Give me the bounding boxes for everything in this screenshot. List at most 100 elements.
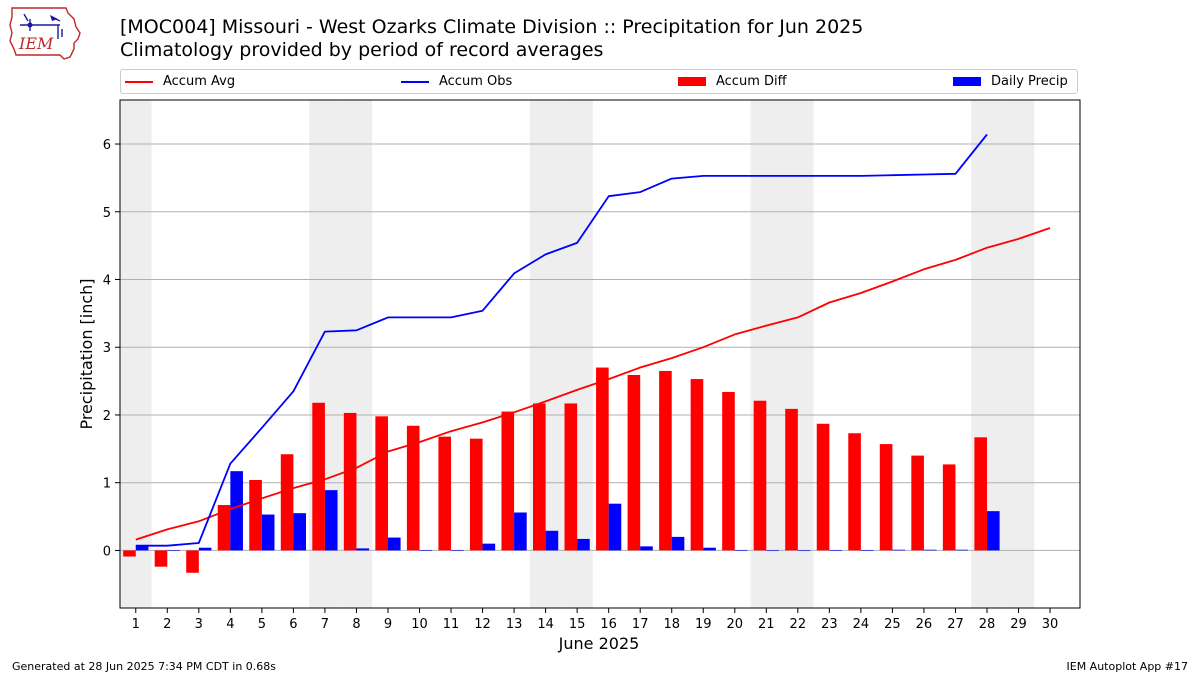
- daily-precip-bar: [324, 490, 338, 551]
- daily-precip-bar: [198, 547, 212, 551]
- accum-diff-bar: [785, 408, 798, 551]
- legend-label: Accum Avg: [163, 74, 236, 89]
- app-footer: IEM Autoplot App #17: [1066, 660, 1189, 673]
- daily-precip-bar: [986, 511, 1000, 551]
- daily-precip-bar: [293, 513, 307, 551]
- x-tick-label: 29: [1010, 617, 1027, 632]
- y-tick-label: 5: [103, 206, 111, 221]
- accum-diff-bar: [280, 454, 294, 551]
- x-axis-label: June 2025: [558, 634, 640, 653]
- legend-item-daily-precip: Daily Precip: [953, 74, 1068, 89]
- legend-item-accum-obs: Accum Obs: [401, 74, 512, 89]
- y-tick-label: 3: [103, 341, 111, 356]
- accum-diff-bar: [974, 437, 987, 551]
- chart-title: [MOC004] Missouri - West Ozarks Climate …: [120, 16, 864, 38]
- daily-precip-bar: [577, 538, 590, 551]
- x-tick-label: 3: [195, 617, 203, 632]
- daily-precip-bar: [734, 550, 748, 552]
- daily-precip-bar: [703, 547, 716, 551]
- daily-precip-bar: [419, 550, 433, 552]
- accum-diff-bar: [942, 464, 956, 551]
- x-tick-label: 12: [474, 617, 491, 632]
- accum-diff-bar: [469, 438, 483, 551]
- accum-obs-line: [135, 133, 988, 547]
- x-tick-label: 15: [569, 617, 586, 632]
- daily-precip-bar: [923, 549, 937, 551]
- x-tick-label: 25: [884, 617, 901, 632]
- weekend-shade: [120, 100, 152, 608]
- y-tick-label: 1: [103, 477, 111, 492]
- daily-precip-bar: [387, 537, 401, 551]
- daily-precip-bar: [829, 550, 842, 552]
- daily-precip-bar: [451, 550, 464, 552]
- x-tick-label: 14: [537, 617, 554, 632]
- accum-diff-bar: [848, 433, 861, 551]
- x-tick-label: 27: [947, 617, 964, 632]
- legend-swatch: [678, 77, 706, 86]
- x-tick-label: 21: [758, 617, 775, 632]
- chart-title-block: [MOC004] Missouri - West Ozarks Climate …: [120, 16, 863, 62]
- x-tick-label: 4: [226, 617, 234, 632]
- x-tick-label: 18: [663, 617, 680, 632]
- legend-swatch: [125, 80, 153, 83]
- accum-diff-bar: [596, 367, 609, 551]
- daily-precip-bar: [608, 503, 622, 551]
- daily-precip-bar: [892, 549, 906, 551]
- accum-diff-bar: [438, 436, 452, 551]
- accum-diff-bar: [186, 550, 199, 573]
- iem-logo: IEM: [9, 7, 81, 60]
- x-tick-label: 30: [1042, 617, 1059, 632]
- daily-precip-bar: [860, 550, 874, 552]
- daily-precip-bar: [797, 550, 811, 552]
- accum-diff-bar: [911, 455, 924, 551]
- y-tick-label: 2: [103, 409, 111, 424]
- x-tick-label: 26: [916, 617, 933, 632]
- accum-diff-bar: [879, 444, 893, 551]
- accum-diff-bar: [564, 403, 578, 551]
- chart-legend: Accum Avg Accum Obs Accum Diff Daily Pre…: [120, 69, 1078, 94]
- accum-diff-bar: [123, 550, 136, 557]
- daily-precip-bar: [167, 550, 180, 552]
- daily-precip-bar: [135, 545, 149, 551]
- daily-precip-bar: [514, 512, 527, 551]
- x-tick-label: 1: [132, 617, 140, 632]
- y-tick-label: 6: [103, 138, 111, 153]
- y-tick-label: 4: [103, 273, 111, 288]
- accum-diff-bar: [533, 403, 546, 551]
- x-tick-label: 8: [352, 617, 360, 632]
- accum-diff-bar: [753, 400, 767, 551]
- x-tick-label: 7: [321, 617, 329, 632]
- legend-swatch: [401, 80, 429, 83]
- daily-precip-bar: [261, 514, 275, 551]
- plot-frame: [119, 99, 1081, 609]
- x-tick-label: 13: [506, 617, 523, 632]
- daily-precip-bar: [640, 546, 653, 551]
- daily-precip-bar: [671, 536, 685, 551]
- accum-diff-bar: [312, 402, 325, 551]
- accum-diff-bar: [627, 374, 641, 551]
- x-tick-label: 9: [384, 617, 392, 632]
- chart-subtitle: Climatology provided by period of record…: [120, 39, 604, 61]
- daily-precip-bar: [545, 530, 559, 551]
- x-tick-label: 5: [258, 617, 266, 632]
- daily-precip-bar: [955, 549, 969, 551]
- x-tick-label: 2: [163, 617, 171, 632]
- x-tick-label: 28: [979, 617, 996, 632]
- x-tick-label: 17: [632, 617, 649, 632]
- x-tick-label: 23: [821, 617, 838, 632]
- weekend-shade: [1002, 100, 1035, 608]
- y-tick-label: 0: [103, 544, 111, 559]
- y-axis-label: Precipitation [inch]: [77, 278, 96, 429]
- legend-label: Accum Obs: [439, 74, 513, 89]
- accum-diff-bar: [154, 550, 168, 567]
- x-tick-label: 16: [600, 617, 617, 632]
- accum-avg-line: [135, 227, 1051, 541]
- legend-label: Daily Precip: [991, 74, 1068, 89]
- legend-item-accum-avg: Accum Avg: [125, 74, 235, 89]
- daily-precip-bar: [230, 471, 243, 551]
- x-tick-label: 20: [727, 617, 744, 632]
- accum-diff-bar: [375, 416, 388, 551]
- accum-diff-bar: [501, 411, 515, 551]
- x-tick-label: 24: [853, 617, 870, 632]
- x-tick-label: 10: [411, 617, 428, 632]
